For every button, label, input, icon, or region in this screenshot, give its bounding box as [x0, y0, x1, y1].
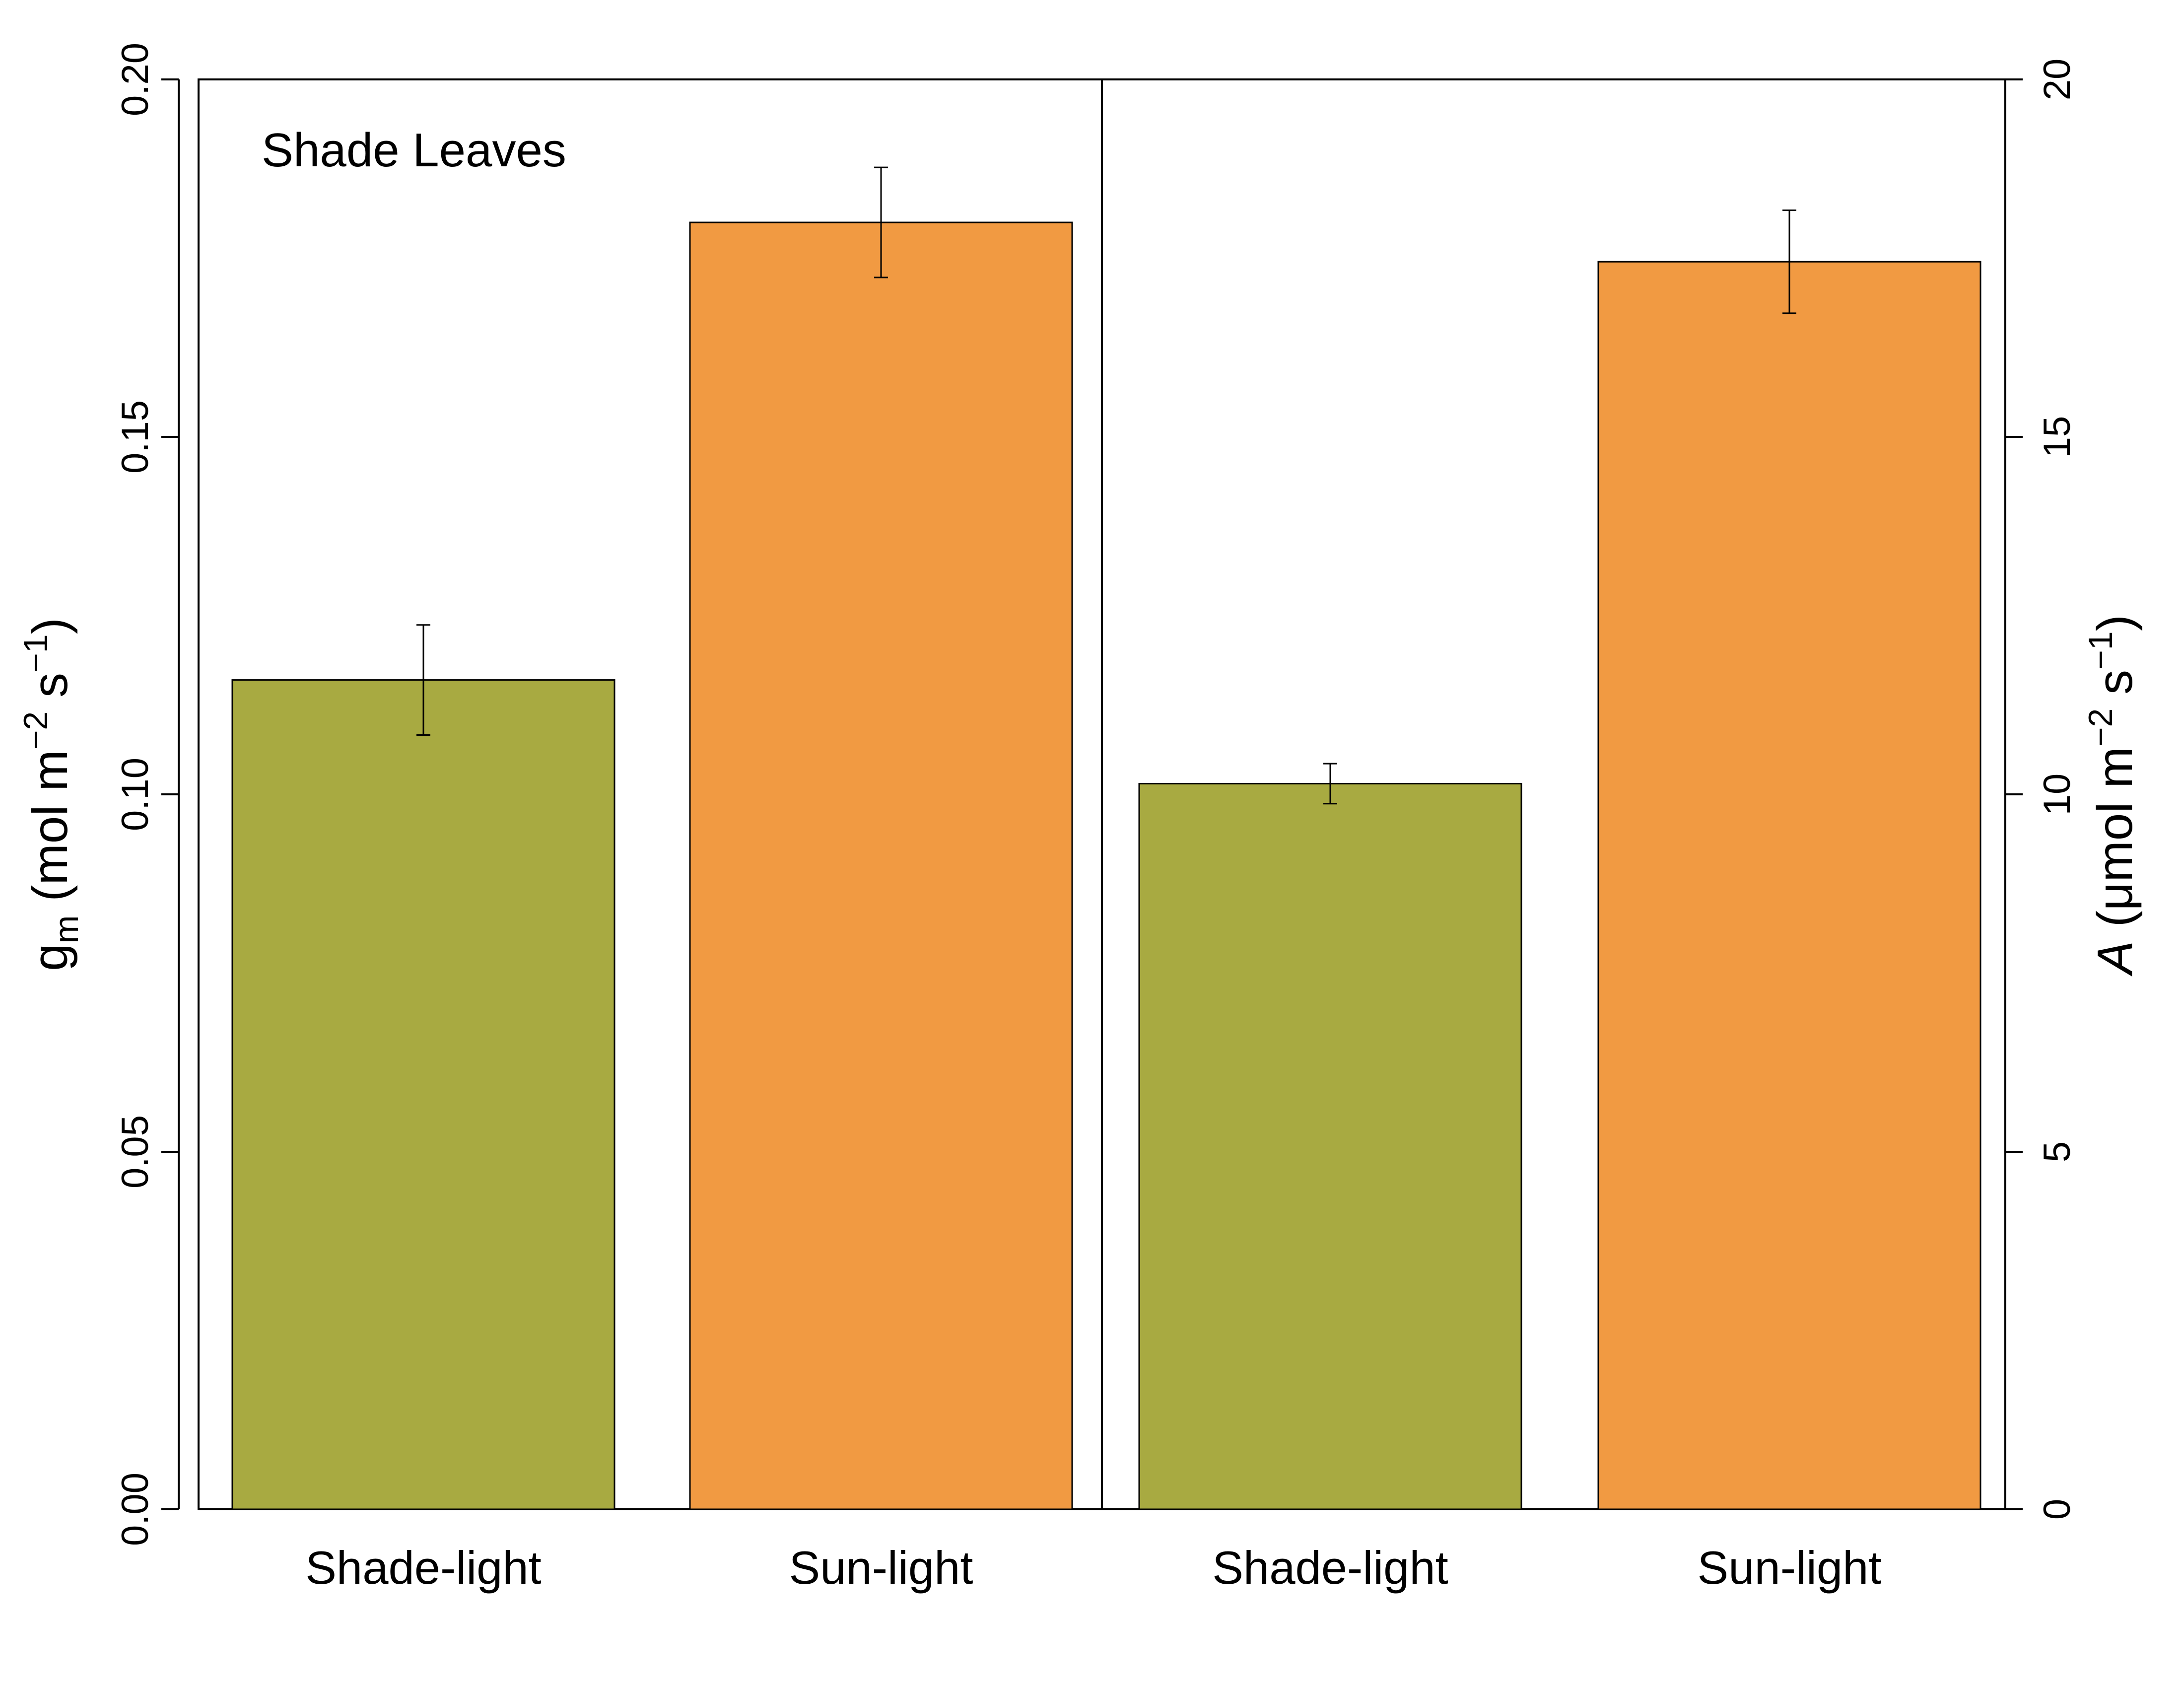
right-tick-label: 20 [2036, 59, 2078, 101]
right-units-mid: s [2087, 670, 2143, 708]
right-tick-label: 0 [2036, 1499, 2078, 1520]
left-tick-label: 0.05 [114, 1115, 156, 1189]
left-bar-shade-light [231, 679, 615, 1510]
right-tick-label: 10 [2036, 774, 2078, 816]
left-category-label-0: Shade-light [305, 1542, 542, 1594]
right-y-axis: 0 5 10 15 20 [2004, 59, 2078, 1520]
left-error-bar-1 [874, 166, 888, 279]
right-category-label-0: Shade-light [1212, 1542, 1448, 1594]
left-error-bar-0 [416, 624, 430, 736]
left-tick-label: 0.20 [114, 43, 156, 116]
left-bar-sun-light [689, 221, 1073, 1510]
x-axis-labels: Shade-light Sun-light Shade-light Sun-light [305, 1542, 1881, 1594]
left-units-main: mol m [22, 750, 78, 885]
gm-symbol: g [22, 943, 78, 971]
left-units-exp2: −1 [17, 634, 55, 673]
left-tick-label: 0.15 [114, 400, 156, 474]
left-tick-label: 0.00 [114, 1473, 156, 1546]
right-bar-shade-light [1138, 782, 1522, 1510]
error-bars-group [416, 166, 1796, 805]
right-tick-label: 15 [2036, 416, 2078, 458]
left-units-exp1: −2 [17, 711, 55, 750]
right-error-bar-0 [1323, 763, 1337, 805]
left-y-axis-title: gm (mol m−2 s−1) [17, 618, 85, 971]
right-tick-label: 5 [2036, 1141, 2078, 1162]
right-y-axis-title: A (μmol m−2 s−1) [2082, 615, 2143, 977]
a-symbol: A [2087, 941, 2143, 977]
left-tick-label: 0.10 [114, 758, 156, 831]
right-units-main: μmol m [2087, 747, 2143, 911]
right-error-bar-1 [1782, 210, 1796, 314]
gm-subscript: m [48, 915, 85, 944]
right-units-exp2: −1 [2082, 631, 2119, 670]
right-category-label-1: Sun-light [1698, 1542, 1882, 1594]
left-units-mid: s [22, 673, 78, 711]
left-y-axis: 0.00 0.05 0.10 0.15 0.20 [114, 43, 180, 1546]
right-units-exp1: −2 [2082, 708, 2119, 747]
left-category-label-1: Sun-light [789, 1542, 973, 1594]
right-bar-sun-light [1597, 261, 1981, 1510]
bars-group [231, 221, 1981, 1510]
panel-label: Shade Leaves [262, 124, 566, 177]
